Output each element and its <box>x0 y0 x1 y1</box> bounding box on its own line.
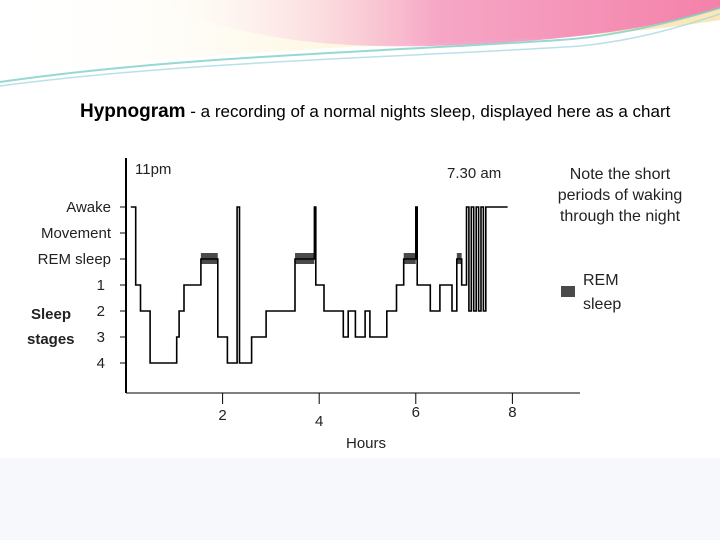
chart-title-bold: Hypnogram <box>80 101 186 122</box>
rem-legend-label-2: sleep <box>583 296 621 313</box>
x-tick-label: 4 <box>315 413 323 430</box>
x-tick-label: 2 <box>218 407 226 424</box>
y-tick-label: 2 <box>97 303 105 320</box>
y-tick-label: Awake <box>66 199 111 216</box>
note-line-2: periods of waking <box>558 187 683 204</box>
y-tick-label: 4 <box>97 355 105 372</box>
time-label-end: 7.30 am <box>447 165 501 182</box>
y-tick-label: 3 <box>97 329 105 346</box>
y-tick-label: Movement <box>41 225 112 242</box>
hypnogram-line <box>130 206 508 364</box>
figure-panel: Hypnogram - a recording of a normal nigh… <box>20 88 694 458</box>
x-tick-label: 8 <box>508 404 516 421</box>
x-tick-label: 6 <box>412 404 420 421</box>
chart-title-rest: - a recording of a normal nights sleep, … <box>186 102 671 121</box>
y-axis-title-line1: Sleep <box>31 306 71 323</box>
rem-legend-label-1: REM <box>583 272 619 289</box>
hypnogram-chart: Hypnogram - a recording of a normal nigh… <box>27 101 683 452</box>
decorative-banner <box>0 0 720 87</box>
y-tick-label: 1 <box>97 277 105 294</box>
rem-legend-swatch <box>561 286 575 297</box>
time-label-start: 11pm <box>135 161 171 178</box>
x-axis-title: Hours <box>346 435 386 452</box>
footer-bar <box>0 458 720 540</box>
x-axis-ticks: 2 4 6 8 <box>218 393 517 430</box>
y-axis-title-line2: stages <box>27 331 75 348</box>
chart-title: Hypnogram - a recording of a normal nigh… <box>80 101 671 122</box>
y-tick-label: REM sleep <box>38 251 111 268</box>
note-line-1: Note the short <box>570 166 671 183</box>
note-line-3: through the night <box>560 208 681 225</box>
y-axis-labels: Awake Movement REM sleep 1 2 3 4 <box>38 199 126 372</box>
